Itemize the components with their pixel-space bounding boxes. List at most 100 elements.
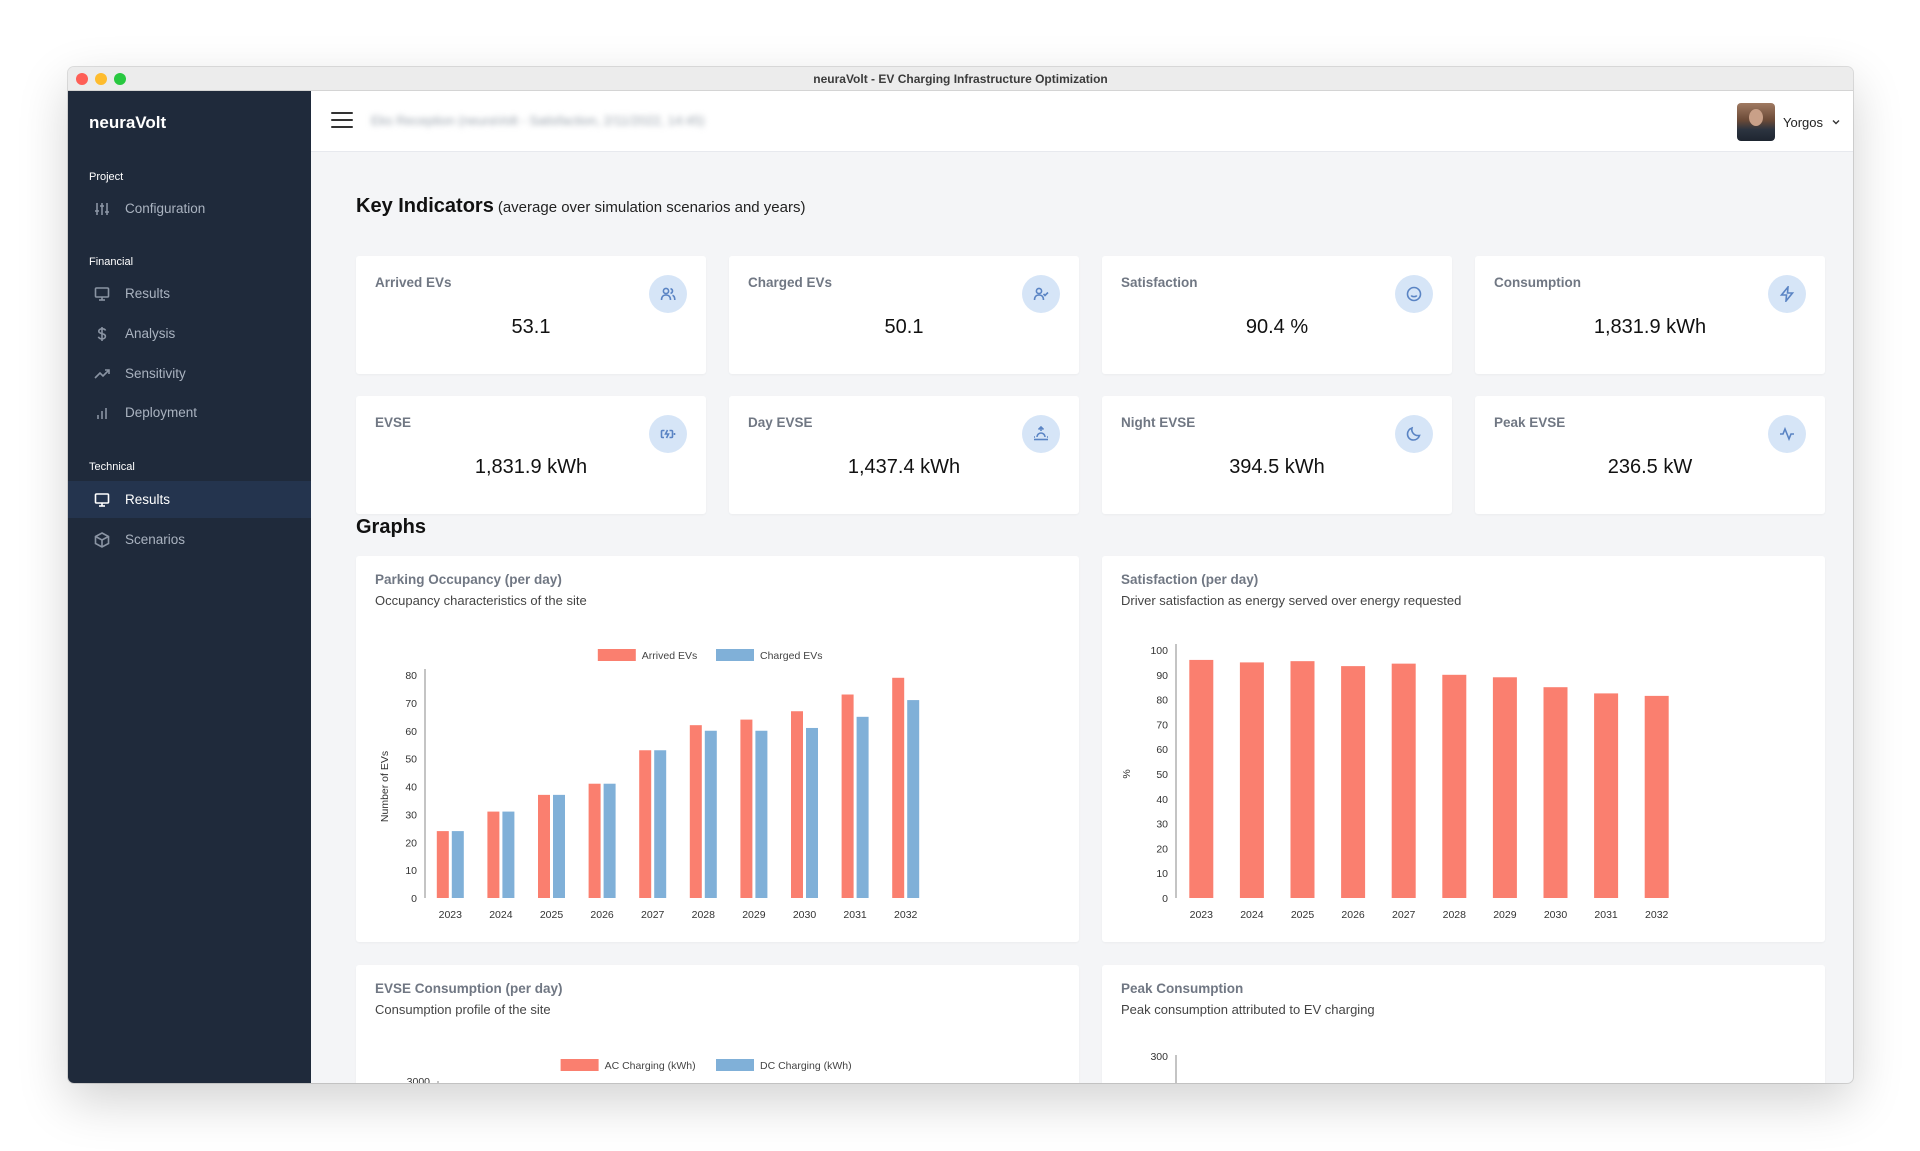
sidebar-item-label: Configuration bbox=[125, 201, 206, 216]
kpi-card-charged-evs: Charged EVs 50.1 bbox=[729, 256, 1079, 374]
bar bbox=[436, 831, 449, 898]
bar bbox=[907, 700, 920, 898]
legend-swatch bbox=[560, 1059, 599, 1071]
trending-up-icon bbox=[93, 365, 111, 383]
bar bbox=[704, 730, 717, 898]
sliders-icon bbox=[93, 200, 111, 218]
y-tick-label: 70 bbox=[1156, 719, 1168, 731]
kpi-card-peak-evse: Peak EVSE 236.5 kW bbox=[1475, 396, 1825, 514]
bar bbox=[1391, 663, 1416, 898]
title-bar: neuraVolt - EV Charging Infrastructure O… bbox=[68, 67, 1853, 91]
bar bbox=[892, 677, 905, 898]
monitor-icon bbox=[93, 491, 111, 509]
y-tick-label: 40 bbox=[405, 782, 417, 794]
sidebar-item-scenarios[interactable]: Scenarios bbox=[68, 521, 311, 558]
kpi-card-night-evse: Night EVSE 394.5 kWh bbox=[1102, 396, 1452, 514]
y-tick-label: 0 bbox=[1162, 893, 1168, 905]
kpi-value: 1,437.4 kWh bbox=[847, 456, 961, 478]
sidebar-item-label: Deployment bbox=[125, 405, 198, 420]
y-tick-label: 10 bbox=[1156, 868, 1168, 880]
brand-logo[interactable]: neuraVolt bbox=[89, 113, 167, 132]
x-tick-label: 2024 bbox=[1240, 909, 1264, 921]
close-window-button[interactable] bbox=[76, 73, 88, 85]
bar bbox=[1594, 693, 1619, 898]
x-tick-label: 2026 bbox=[590, 909, 614, 921]
bar bbox=[856, 716, 869, 898]
x-tick-label: 2032 bbox=[1645, 909, 1669, 921]
x-tick-label: 2031 bbox=[1594, 909, 1618, 921]
kpi-card-evse: EVSE 1,831.9 kWh bbox=[356, 396, 706, 514]
y-axis-label: Number of EVs bbox=[379, 751, 391, 822]
sidebar-item-configuration[interactable]: Configuration bbox=[68, 190, 311, 227]
y-tick-label: 3000 bbox=[407, 1076, 431, 1083]
y-tick-label: 10 bbox=[405, 865, 417, 877]
bar bbox=[1189, 659, 1214, 898]
users-icon bbox=[649, 275, 687, 313]
y-tick-label: 80 bbox=[1156, 695, 1168, 707]
user-name: Yorgos bbox=[1783, 114, 1823, 130]
x-tick-label: 2024 bbox=[489, 909, 513, 921]
legend-label: DC Charging (kWh) bbox=[760, 1060, 852, 1072]
bar bbox=[451, 831, 464, 898]
bar bbox=[487, 811, 500, 898]
bar bbox=[689, 725, 702, 898]
kpi-label: EVSE bbox=[375, 415, 412, 430]
sidebar-item-deployment[interactable]: Deployment bbox=[68, 394, 311, 431]
kpi-card-consumption: Consumption 1,831.9 kWh bbox=[1475, 256, 1825, 374]
kpi-label: Night EVSE bbox=[1121, 415, 1196, 430]
bar bbox=[538, 794, 550, 898]
kpi-label: Consumption bbox=[1494, 275, 1581, 290]
minimize-window-button[interactable] bbox=[95, 73, 107, 85]
graph-title: Peak Consumption bbox=[1121, 981, 1244, 996]
sidebar-item-financial-results[interactable]: Results bbox=[68, 275, 311, 312]
graph-subtitle: Consumption profile of the site bbox=[375, 1002, 551, 1017]
y-tick-label: 50 bbox=[405, 754, 417, 766]
y-tick-label: 0 bbox=[411, 893, 417, 905]
x-tick-label: 2031 bbox=[843, 909, 867, 921]
graph-card-parking-occupancy: Parking Occupancy (per day) Occupancy ch… bbox=[356, 556, 1079, 942]
chevron-down-icon bbox=[1832, 120, 1840, 125]
graph-subtitle: Driver satisfaction as energy served ove… bbox=[1121, 593, 1462, 608]
sidebar-item-sensitivity[interactable]: Sensitivity bbox=[68, 355, 311, 392]
x-tick-label: 2030 bbox=[1544, 909, 1568, 921]
sidebar-item-analysis[interactable]: Analysis bbox=[68, 315, 311, 352]
bar bbox=[502, 811, 515, 898]
x-tick-label: 2025 bbox=[1291, 909, 1315, 921]
user-check-icon bbox=[1022, 275, 1060, 313]
window-title: neuraVolt - EV Charging Infrastructure O… bbox=[813, 71, 1108, 86]
y-tick-label: 30 bbox=[1156, 819, 1168, 831]
graph-card-evse-consumption: EVSE Consumption (per day) Consumption p… bbox=[356, 965, 1079, 1083]
x-tick-label: 2027 bbox=[1392, 909, 1416, 921]
y-tick-label: 300 bbox=[1150, 1051, 1168, 1063]
graph-subtitle: Occupancy characteristics of the site bbox=[375, 593, 587, 608]
main-content: Key Indicators (average over simulation s… bbox=[311, 152, 1853, 1083]
sidebar-item-label: Sensitivity bbox=[125, 366, 186, 381]
y-tick-label: 30 bbox=[405, 809, 417, 821]
menu-toggle-icon[interactable] bbox=[331, 112, 353, 130]
bar bbox=[1442, 674, 1467, 898]
maximize-window-button[interactable] bbox=[114, 73, 126, 85]
x-tick-label: 2023 bbox=[439, 909, 463, 921]
bar bbox=[603, 783, 616, 898]
bar bbox=[791, 711, 803, 898]
kpi-label: Charged EVs bbox=[748, 275, 833, 290]
bar bbox=[1543, 687, 1568, 898]
kpi-card-day-evse: Day EVSE 1,437.4 kWh bbox=[729, 396, 1079, 514]
app-window: neuraVolt - EV Charging Infrastructure O… bbox=[68, 67, 1853, 1083]
user-menu[interactable]: Yorgos bbox=[1737, 103, 1841, 141]
moon-icon bbox=[1395, 415, 1433, 453]
graph-title: Satisfaction (per day) bbox=[1121, 572, 1259, 587]
bar bbox=[755, 730, 768, 898]
bar bbox=[1644, 695, 1669, 898]
sidebar: neuraVolt Project Configuration Financia… bbox=[68, 91, 311, 1083]
sidebar-item-technical-results[interactable]: Results bbox=[68, 481, 311, 518]
kpi-value: 53.1 bbox=[511, 316, 551, 338]
monitor-icon bbox=[93, 285, 111, 303]
sidebar-item-label: Results bbox=[125, 492, 171, 507]
smile-icon bbox=[1395, 275, 1433, 313]
kpi-label: Satisfaction bbox=[1121, 275, 1198, 290]
kpi-label: Arrived EVs bbox=[375, 275, 452, 290]
bar bbox=[639, 750, 652, 898]
sidebar-item-label: Scenarios bbox=[125, 532, 186, 547]
